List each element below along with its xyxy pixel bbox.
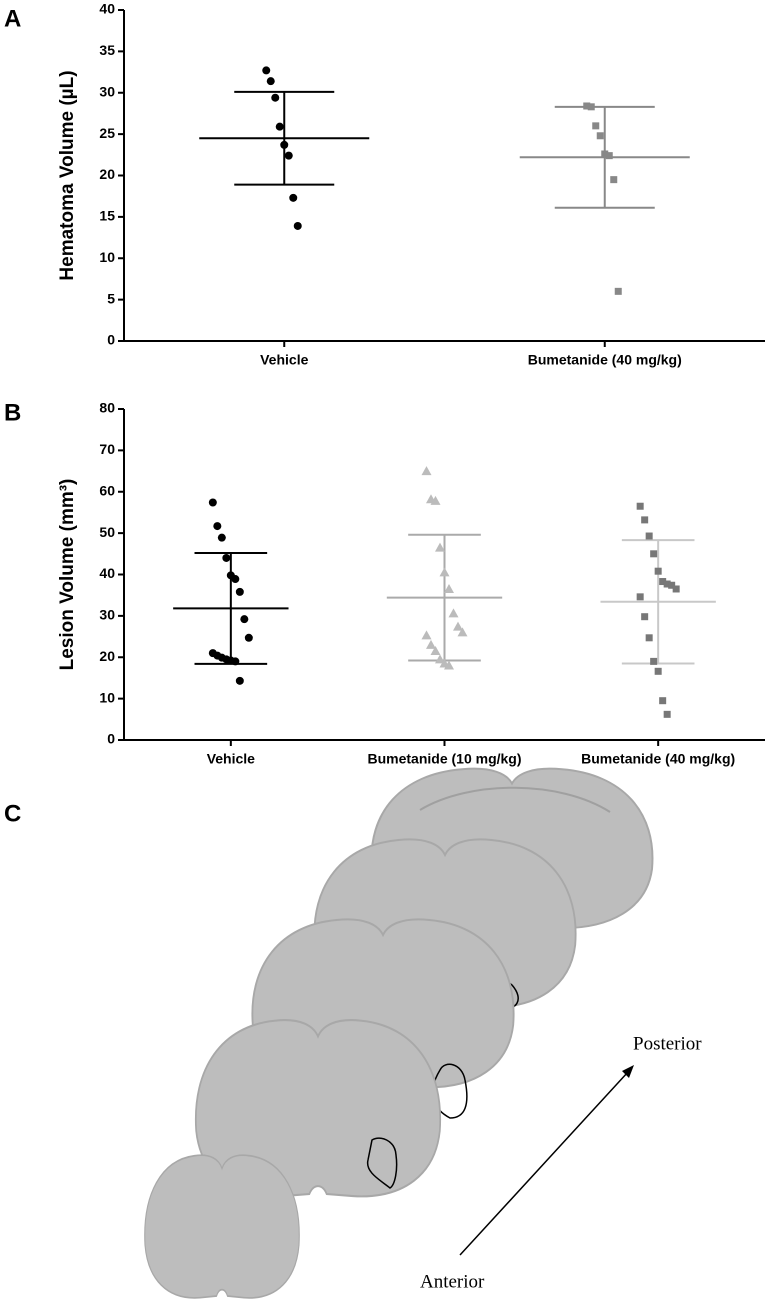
data-point (235, 587, 244, 596)
direction-arrow (459, 1071, 629, 1256)
data-point (439, 567, 450, 577)
data-point (266, 77, 275, 86)
data-point (645, 634, 653, 642)
data-point (610, 176, 618, 184)
data-point (663, 710, 671, 718)
data-point (583, 102, 591, 110)
data-point (587, 103, 595, 111)
x-tick-label: Vehicle (260, 352, 308, 368)
slice-detail (419, 786, 611, 813)
data-point (444, 583, 454, 593)
data-point (605, 152, 613, 160)
data-point (271, 93, 280, 102)
x-tick-label: Bumetanide (40 mg/kg) (528, 352, 682, 368)
data-point (672, 585, 680, 593)
data-point (457, 627, 468, 637)
data-point (231, 575, 240, 584)
y-tick-label: 40 (99, 565, 115, 581)
posterior-label: Posterior (633, 1033, 702, 1054)
data-point (654, 567, 662, 575)
arrow-head (622, 1065, 634, 1078)
y-tick-label: 60 (99, 482, 115, 498)
anterior-label: Anterior (420, 1271, 485, 1292)
data-point (208, 498, 217, 507)
y-tick-label: 25 (99, 125, 115, 141)
data-point (659, 578, 667, 586)
data-point (641, 516, 649, 524)
data-point (430, 495, 441, 505)
data-point (453, 621, 463, 631)
panel-label: B (4, 399, 21, 426)
data-point (596, 132, 604, 140)
data-point (426, 639, 436, 649)
data-point (650, 657, 658, 665)
data-point (244, 633, 253, 642)
data-point (421, 630, 432, 640)
y-tick-label: 0 (107, 332, 115, 348)
data-point (435, 542, 445, 552)
y-tick-label: 35 (99, 42, 115, 58)
panel-label: C (4, 800, 21, 827)
y-tick-label: 20 (99, 648, 115, 664)
data-point (280, 140, 289, 149)
data-point (659, 697, 667, 705)
y-tick-label: 40 (99, 1, 115, 17)
data-point (213, 522, 222, 531)
brain-slice (143, 1154, 301, 1299)
data-point (444, 660, 454, 670)
data-point (222, 553, 231, 562)
y-tick-label: 10 (99, 689, 115, 705)
data-point (448, 608, 459, 618)
y-tick-label: 30 (99, 607, 115, 623)
y-tick-label: 15 (99, 208, 115, 224)
data-point (289, 193, 298, 202)
data-point (421, 466, 432, 476)
x-tick-label: Bumetanide (40 mg/kg) (581, 751, 735, 767)
x-tick-label: Vehicle (207, 751, 255, 767)
y-axis-title: Hematoma Volume (µL) (57, 70, 78, 280)
y-tick-label: 80 (99, 400, 115, 416)
data-point (614, 287, 622, 295)
data-point (275, 122, 284, 131)
y-tick-label: 70 (99, 441, 115, 457)
data-point (650, 550, 658, 558)
data-point (592, 122, 600, 130)
data-point (240, 615, 249, 624)
lesion-outline (366, 1137, 398, 1189)
data-point (636, 502, 644, 510)
data-point (435, 654, 445, 664)
data-point (293, 221, 302, 230)
data-point (284, 151, 293, 160)
data-point (641, 613, 649, 621)
y-tick-label: 20 (99, 166, 115, 182)
data-point (636, 593, 644, 601)
data-point (668, 581, 676, 589)
y-tick-label: 30 (99, 83, 115, 99)
data-point (645, 532, 653, 540)
y-tick-label: 50 (99, 524, 115, 540)
data-point (231, 657, 240, 666)
data-point (235, 676, 244, 685)
data-point (663, 580, 671, 588)
y-axis-title: Lesion Volume (mm³) (57, 479, 78, 671)
y-tick-label: 5 (107, 290, 115, 306)
brain-slices (143, 767, 654, 1299)
data-point (262, 66, 271, 75)
data-point (654, 667, 662, 675)
data-point (217, 533, 226, 542)
panel-label: A (4, 5, 21, 32)
y-tick-label: 10 (99, 249, 115, 265)
data-point (601, 150, 609, 158)
y-tick-label: 0 (107, 731, 115, 747)
data-point (430, 646, 441, 656)
x-tick-label: Bumetanide (10 mg/kg) (367, 751, 521, 767)
